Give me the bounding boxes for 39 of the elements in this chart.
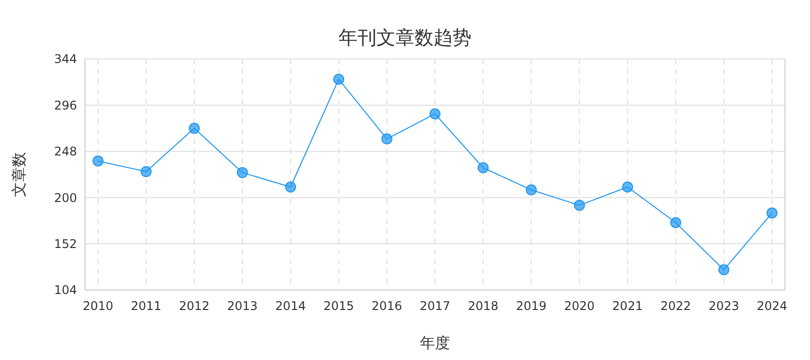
y-tick-label: 200: [54, 190, 77, 205]
point: [236, 167, 248, 178]
x-tick-label: 2016: [372, 299, 402, 313]
point: [574, 200, 585, 211]
point: [381, 133, 392, 144]
x-tick-label: 2014: [275, 299, 306, 313]
x-tick-label: 2012: [179, 299, 210, 313]
x-tick-label: 2022: [660, 299, 691, 313]
y-tick-label: 248: [54, 144, 77, 159]
y-tick-label: 296: [54, 98, 77, 112]
point: [333, 74, 344, 85]
x-tick-label: 2015: [323, 299, 354, 313]
point: [140, 166, 152, 178]
y-tick-label: 152: [54, 237, 77, 251]
x-tick-label: 2010: [82, 299, 114, 313]
point: [188, 122, 200, 134]
x-tick-label: 2021: [612, 299, 643, 313]
point: [670, 217, 682, 228]
point: [430, 108, 440, 120]
point: [766, 208, 778, 218]
x-tick-label: 2024: [756, 299, 788, 313]
x-tick-label: 2011: [130, 299, 162, 313]
x-tick-label: 2023: [708, 299, 740, 313]
point: [526, 184, 537, 196]
x-tick-label: 2018: [468, 299, 498, 313]
y-tick-label: 104: [54, 283, 77, 298]
x-tick-label: 2020: [564, 299, 595, 313]
x-tick-label: 2013: [227, 299, 258, 313]
point: [478, 162, 489, 174]
y-tick-label: 344: [54, 52, 77, 66]
x-tick-label: 2019: [516, 299, 547, 313]
y-axis-title: 文章数: [10, 152, 28, 197]
x-axis-title: 年度: [420, 334, 450, 352]
point: [622, 182, 634, 193]
point: [718, 264, 730, 276]
point: [92, 156, 104, 167]
x-tick-label: 2017: [420, 299, 450, 313]
point: [285, 182, 296, 193]
chart-title: 年刊文章数趋势: [338, 27, 472, 49]
